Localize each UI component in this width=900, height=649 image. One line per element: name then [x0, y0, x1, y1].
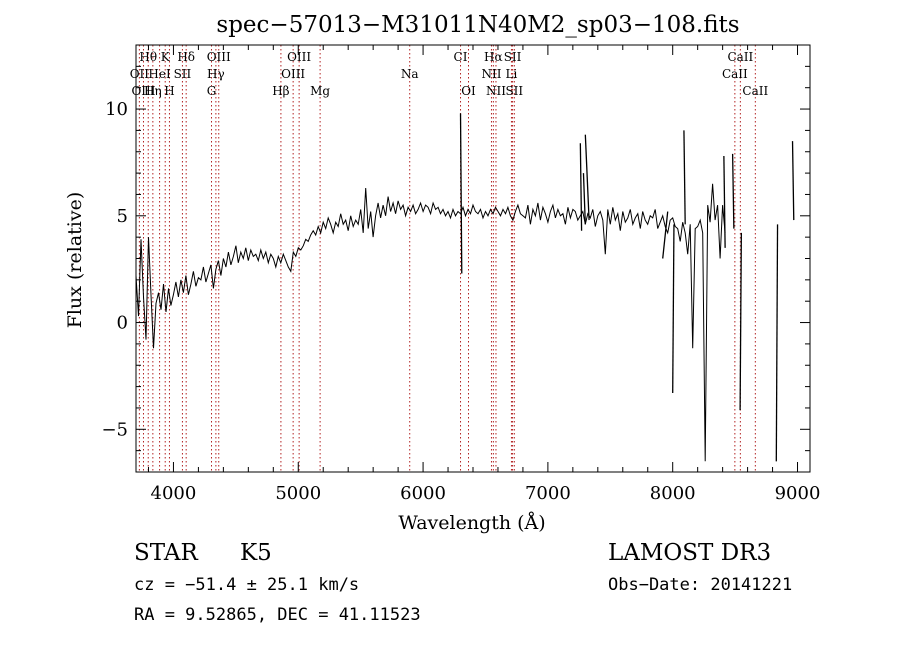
x-tick-label-4000: 4000 — [151, 483, 197, 504]
line-label-19: Hα — [484, 50, 503, 64]
line-label-2: OIII — [131, 84, 155, 98]
line-label-12: OIII — [287, 50, 311, 64]
line-label-10: Hγ — [207, 67, 225, 81]
line-label-26: CaII — [722, 67, 748, 81]
x-tick-label-9000: 9000 — [775, 483, 821, 504]
x-axis-label: Wavelength (Å) — [398, 512, 545, 534]
spectrum-spike-0 — [459, 113, 463, 274]
line-label-14: Hβ — [272, 84, 289, 98]
spectrum-trace — [135, 113, 795, 462]
line-label-22: SII — [504, 50, 522, 64]
spectrum-line — [135, 183, 726, 462]
coordinates: RA = 9.52865, DEC = 41.11523 — [134, 605, 421, 625]
spectrum-spike-9 — [739, 232, 743, 411]
y-tick-label-10: 10 — [105, 99, 128, 120]
line-label-15: Mg — [310, 84, 330, 98]
line-label-3: K — [161, 50, 171, 64]
line-label-13: OIII — [281, 67, 305, 81]
y-axis-label: Flux (relative) — [64, 192, 86, 329]
object-subclass: K5 — [240, 540, 272, 566]
x-tick-label-7000: 7000 — [525, 483, 571, 504]
line-label-18: OI — [461, 84, 476, 98]
line-label-7: SII — [174, 67, 192, 81]
spectrum-spike-4 — [662, 211, 669, 259]
line-label-5: Hη — [144, 84, 162, 98]
observation-date: Obs−Date: 20141221 — [608, 575, 792, 595]
spectrum-spike-6 — [683, 130, 686, 225]
spectrum-spike-8 — [731, 153, 735, 229]
chart-title: spec−57013−M31011N40M2_sp03−108.fits — [216, 12, 739, 38]
y-tick-label--5: −5 — [101, 419, 128, 440]
line-label-1: OII — [130, 67, 150, 81]
line-label-4: HeI — [148, 67, 171, 81]
line-label-25: CaII — [727, 50, 753, 64]
line-label-16: Na — [401, 67, 419, 81]
x-tick-label-5000: 5000 — [275, 483, 321, 504]
survey-name: LAMOST DR3 — [608, 540, 771, 566]
axes — [135, 44, 811, 473]
spectrum-spike-11 — [791, 141, 795, 221]
spectrum-spike-2 — [582, 173, 586, 225]
object-class: STAR — [134, 540, 198, 566]
spectrum-spike-5 — [672, 224, 675, 394]
line-label-11: G — [207, 84, 217, 98]
y-tick-label-0: 0 — [117, 313, 128, 334]
line-label-17: CI — [454, 50, 468, 64]
y-tick-label-5: 5 — [117, 206, 128, 227]
spectrum-spike-1 — [579, 143, 583, 231]
x-tick-label-8000: 8000 — [650, 483, 696, 504]
line-label-23: Li — [506, 67, 518, 81]
line-label-9: OIII — [207, 50, 231, 64]
line-label-24: SII — [505, 84, 523, 98]
line-label-6: Hδ — [177, 50, 195, 64]
line-label-8: H — [164, 84, 174, 98]
spectrum-spike-10 — [775, 224, 779, 462]
spectrum-spike-3 — [584, 134, 590, 221]
tick-labels: 4000 5000 6000 7000 8000 9000 −5 0 5 10 — [101, 99, 820, 504]
spectral-line-markers — [138, 45, 756, 472]
line-label-0: Hθ — [139, 50, 157, 64]
line-label-20: NII — [481, 67, 501, 81]
line-label-21: NII — [486, 84, 506, 98]
spectrum-spike-7 — [723, 156, 726, 248]
x-tick-label-6000: 6000 — [400, 483, 446, 504]
redshift-velocity: cz = −51.4 ± 25.1 km/s — [134, 575, 359, 595]
line-label-27: CaII — [742, 84, 768, 98]
plot-frame — [135, 44, 811, 473]
